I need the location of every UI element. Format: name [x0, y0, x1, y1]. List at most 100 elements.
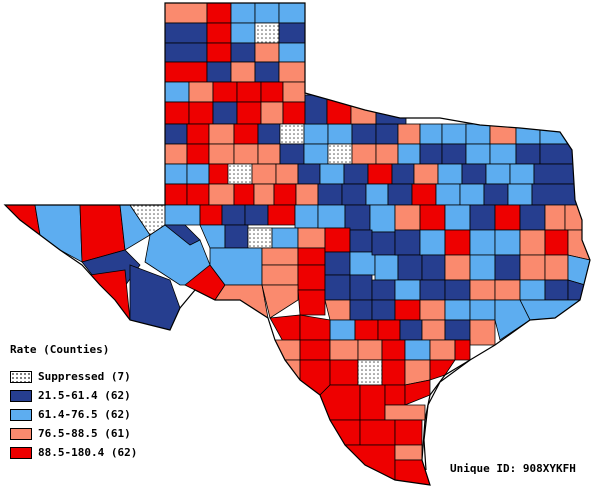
county-suppressed [227, 163, 253, 185]
county [421, 254, 446, 281]
gulf-barrier-island [423, 359, 471, 471]
legend-item-suppressed: Suppressed (7) [10, 367, 137, 386]
county [164, 204, 201, 226]
county [519, 279, 546, 301]
county [419, 143, 443, 165]
county [351, 123, 377, 145]
county [394, 459, 431, 485]
county [465, 143, 491, 165]
county [539, 143, 581, 165]
county [319, 163, 345, 185]
county [186, 123, 210, 145]
legend-item-high: 88.5-180.4 (62) [10, 443, 137, 462]
county [163, 224, 201, 246]
county [164, 163, 188, 185]
county [429, 359, 456, 381]
county [394, 444, 423, 461]
county [465, 123, 491, 145]
county [384, 384, 406, 406]
county [206, 61, 232, 83]
county [282, 101, 306, 125]
county [397, 254, 423, 281]
county [251, 163, 277, 185]
county [294, 204, 319, 229]
county [324, 274, 351, 301]
county [375, 123, 399, 145]
county [369, 204, 396, 233]
county [349, 251, 376, 276]
county [519, 204, 546, 231]
legend-label: 76.5-88.5 (61) [38, 427, 131, 440]
county [519, 299, 582, 321]
county [199, 204, 223, 226]
county [444, 204, 471, 231]
county [230, 3, 256, 24]
county [254, 61, 280, 83]
county [299, 314, 331, 341]
county [494, 204, 521, 231]
county [397, 123, 421, 145]
county [441, 143, 467, 165]
county [297, 227, 326, 249]
county [515, 143, 541, 165]
county [257, 143, 281, 165]
county [421, 319, 446, 341]
legend-swatch-mid-low [10, 408, 32, 421]
legend-swatch-mid-high [10, 427, 32, 440]
county [387, 183, 413, 206]
legend-swatch-high [10, 446, 32, 459]
county [469, 279, 496, 301]
legend-label: 61.4-76.5 (62) [38, 408, 131, 421]
county [419, 204, 446, 231]
county [461, 163, 487, 185]
county [394, 299, 421, 321]
county [567, 254, 590, 286]
county [413, 163, 439, 185]
county [419, 123, 443, 145]
county [279, 143, 305, 165]
county [257, 123, 281, 145]
county [429, 339, 456, 361]
county [297, 264, 326, 291]
county [343, 163, 369, 185]
county [349, 274, 373, 301]
county [261, 264, 299, 286]
county [519, 229, 546, 256]
county [319, 384, 361, 421]
county [186, 183, 210, 206]
county [233, 183, 255, 206]
county [297, 247, 326, 266]
county [544, 204, 566, 231]
county [485, 163, 511, 185]
county [329, 419, 361, 446]
county [326, 94, 352, 125]
county [260, 101, 284, 125]
county [419, 229, 446, 256]
county [329, 359, 359, 386]
county [278, 42, 306, 63]
county [303, 123, 329, 145]
counties-layer [5, 3, 590, 485]
county [230, 22, 256, 44]
county [437, 163, 463, 185]
county [244, 204, 269, 226]
county [208, 123, 235, 145]
county [295, 183, 319, 206]
county [273, 183, 297, 206]
county [494, 279, 521, 301]
county [435, 183, 461, 206]
county [212, 101, 238, 125]
county [164, 183, 188, 206]
county [371, 279, 396, 301]
county [303, 143, 329, 165]
county [278, 61, 306, 83]
county [441, 123, 467, 145]
county [419, 299, 446, 321]
county [233, 123, 259, 145]
county [544, 229, 569, 256]
county [274, 339, 301, 361]
county [365, 183, 389, 206]
county [539, 123, 581, 145]
county [371, 299, 396, 321]
